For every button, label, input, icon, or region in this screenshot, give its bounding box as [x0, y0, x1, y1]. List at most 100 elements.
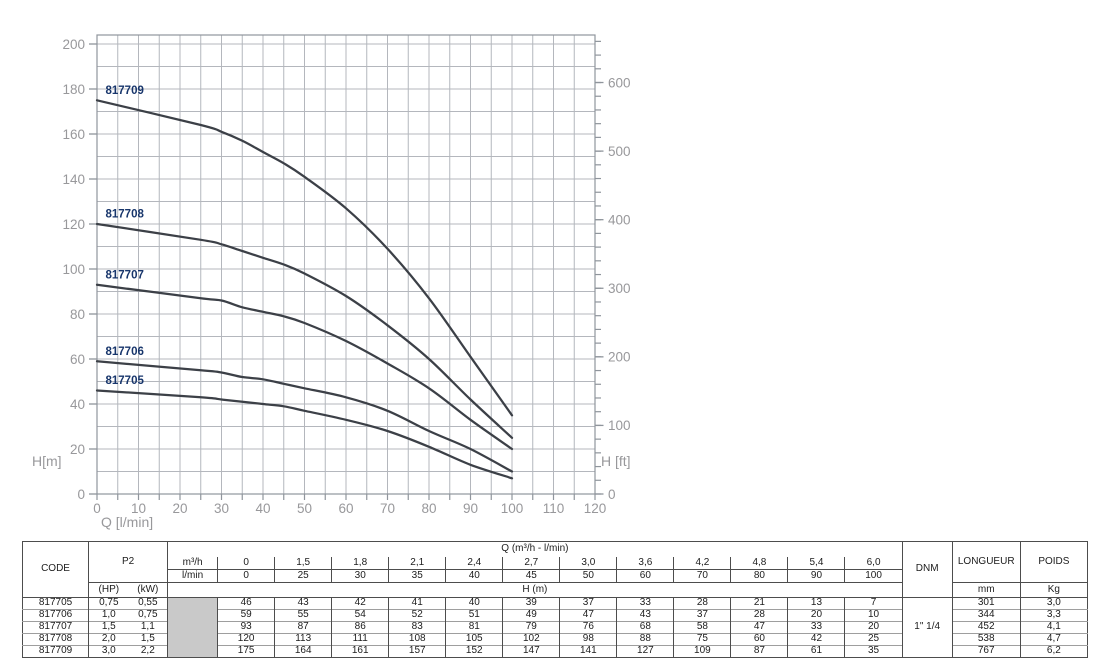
x-tick-label: 120 — [584, 501, 607, 516]
row-h-value: 33 — [616, 597, 674, 610]
y-left-axis: 0 20 40 60 80 100 120 140 160 180 200 — [62, 37, 97, 502]
row-h-value: 42 — [331, 597, 389, 610]
p2-header: P2 — [88, 541, 168, 583]
y-left-tick-label: 100 — [62, 262, 85, 277]
q-lmin-value: 90 — [787, 569, 845, 583]
mm-label: mm — [951, 582, 1021, 598]
lmin-header-row: l/min 0 25 30 35 40 45 50 60 70 80 90 100 — [23, 569, 1088, 583]
m3h-header-row: m³/h 0 1,5 1,8 2,1 2,4 2,7 3,0 3,6 4,2 4,8 5,4 6,0 — [23, 556, 1088, 570]
table-row: 817705 0,75 0,55 46 43 42 41 40 39 37 33 28 21 13 7 1" … — [22, 597, 1088, 658]
dnm-value: 1" 1/4 — [901, 597, 953, 658]
q-lmin-value: 100 — [844, 569, 903, 583]
curve-label-817705: 817705 — [106, 375, 145, 387]
table-row: 817708 2,0 1,5 120 113 111 108 105 102 98 88 75 60 42… — [22, 633, 1088, 646]
y-left-tick-label: 80 — [70, 307, 85, 322]
y-right-axis: 0 100 200 300 400 500 600 — [595, 40, 631, 502]
row-h-value: 102 — [502, 633, 560, 646]
curve-label-817707: 817707 — [106, 269, 144, 281]
hm-label: H (m) — [167, 582, 903, 598]
y-right-tick-label: 400 — [608, 212, 631, 227]
x-tick-label: 0 — [93, 501, 101, 516]
row-h-value: 25 — [844, 633, 903, 646]
row-h-value: 98 — [559, 633, 617, 646]
q-lmin-value: 25 — [274, 569, 332, 583]
row-h-value: 152 — [445, 645, 503, 658]
row-code: 817709 — [22, 645, 89, 658]
row-h-value: 87 — [274, 621, 332, 634]
curve-label-817708: 817708 — [106, 209, 145, 221]
y-right-tick-label: 100 — [608, 418, 631, 433]
row-h-value: 10 — [844, 609, 903, 622]
y-right-axis-title: H [ft] — [601, 453, 631, 469]
poids-header: POIDS — [1019, 541, 1088, 583]
y-left-tick-label: 40 — [70, 397, 85, 412]
row-h-value: 175 — [217, 645, 275, 658]
q-m3h-value: 3,0 — [559, 556, 617, 570]
row-h-value: 83 — [388, 621, 446, 634]
kg-label: Kg — [1019, 582, 1088, 598]
x-tick-label: 20 — [172, 501, 187, 516]
row-poids: 6,2 — [1019, 645, 1088, 658]
q-m3h-value: 2,7 — [502, 556, 560, 570]
q-m3h-value: 2,4 — [445, 556, 503, 570]
table-row: 817707 1,5 1,1 93 87 86 83 81 79 76 68 58 47 33 20 452 4… — [22, 621, 1088, 634]
row-h-value: 37 — [673, 609, 731, 622]
row-h-value: 59 — [217, 609, 275, 622]
y-left-tick-label: 140 — [62, 172, 85, 187]
row-hp: 1,0 — [88, 609, 129, 622]
row-longueur: 301 — [951, 597, 1021, 610]
performance-table: CODE P2 Q (m³/h - l/min) DNM LONGUEUR PO… — [22, 541, 1088, 658]
row-h-value: 105 — [445, 633, 503, 646]
row-h-value: 164 — [274, 645, 332, 658]
dnm-header: DNM — [901, 541, 953, 598]
kw-header: (kW) — [137, 583, 159, 595]
chart-grid — [96, 35, 596, 495]
row-h-value: 108 — [388, 633, 446, 646]
row-h-value: 127 — [616, 645, 674, 658]
x-axis-title: Q [l/min] — [101, 514, 153, 530]
q-m3h-value: 6,0 — [844, 556, 903, 570]
row-h-value: 54 — [331, 609, 389, 622]
row-h-value: 68 — [616, 621, 674, 634]
row-kw: 2,2 — [128, 645, 168, 658]
row-h-value: 87 — [730, 645, 788, 658]
row-poids: 4,1 — [1019, 621, 1088, 634]
row-h-value: 20 — [844, 621, 903, 634]
pump-curve-817709 — [95, 99, 514, 417]
row-h-value: 51 — [445, 609, 503, 622]
y-left-tick-label: 0 — [77, 487, 85, 502]
row-h-value: 21 — [730, 597, 788, 610]
row-h-value: 81 — [445, 621, 503, 634]
q-lmin-value: 80 — [730, 569, 788, 583]
x-tick-label: 80 — [421, 501, 436, 516]
table-row: 817709 3,0 2,2 175 164 161 157 152 147 141 127 109 8… — [22, 645, 1088, 658]
y-left-tick-label: 200 — [62, 37, 85, 52]
pump-curve-817705 — [95, 389, 514, 480]
row-h-value: 93 — [217, 621, 275, 634]
q-lmin-value: 70 — [673, 569, 731, 583]
x-tick-label: 110 — [543, 501, 565, 516]
row-h-value: 75 — [673, 633, 731, 646]
row-h-value: 37 — [559, 597, 617, 610]
y-left-axis-title: H[m] — [32, 453, 62, 469]
row-h-value: 147 — [502, 645, 560, 658]
x-tick-label: 100 — [501, 501, 524, 516]
row-h-value: 86 — [331, 621, 389, 634]
row-h-value: 35 — [844, 645, 903, 658]
row-h-value: 40 — [445, 597, 503, 610]
row-poids: 3,3 — [1019, 609, 1088, 622]
q-m3h-value: 0 — [217, 556, 275, 570]
row-hp: 3,0 — [88, 645, 129, 658]
row-h-value: 39 — [502, 597, 560, 610]
row-kw: 0,75 — [128, 609, 168, 622]
m3h-label: m³/h — [167, 556, 218, 570]
row-h-value: 20 — [787, 609, 845, 622]
units-row: (HP) (kW) H (m) mm Kg — [23, 582, 1088, 598]
row-kw: 0,55 — [128, 597, 168, 610]
q-title: Q (m³/h - l/min) — [167, 541, 903, 557]
x-axis: 0 10 20 30 40 50 60 70 80 90 100 110 120 — [93, 494, 606, 516]
y-right-tick-label: 500 — [608, 144, 631, 159]
row-h-value: 61 — [787, 645, 845, 658]
row-h-value: 46 — [217, 597, 275, 610]
curve-label-817709: 817709 — [106, 85, 144, 97]
